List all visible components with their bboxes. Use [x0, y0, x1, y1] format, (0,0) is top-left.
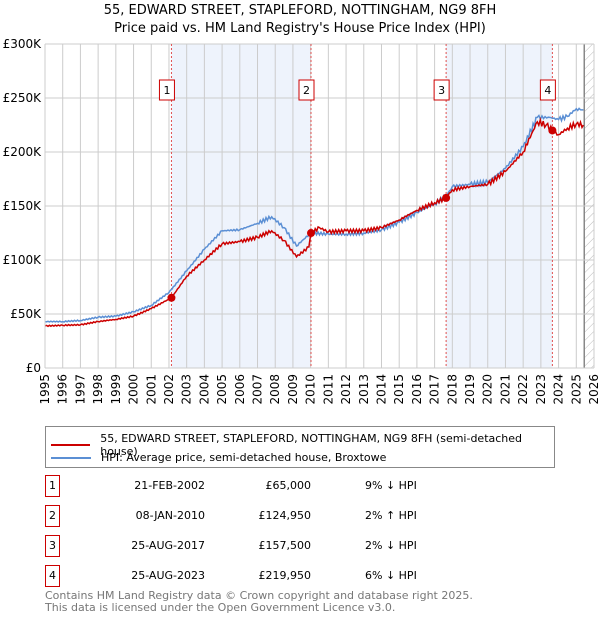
- legend-item-property: 55, EDWARD STREET, STAPLEFORD, NOTTINGHA…: [46, 432, 554, 458]
- x-tick-label: 2002: [162, 374, 176, 405]
- transaction-number: 4: [45, 565, 60, 587]
- sale-label: 1: [163, 84, 170, 97]
- x-tick-label: 2015: [392, 374, 406, 405]
- legend-label: HPI: Average price, semi-detached house,…: [101, 451, 387, 464]
- legend-swatch-blue: [51, 456, 91, 459]
- legend-label: 55, EDWARD STREET, STAPLEFORD, NOTTINGHA…: [100, 432, 523, 458]
- x-tick-label: 2025: [569, 374, 583, 405]
- x-tick-label: 2008: [268, 374, 282, 405]
- sale-label-box: [298, 79, 315, 101]
- x-tick-label: 1999: [109, 374, 123, 405]
- x-tick-label: 2011: [321, 374, 335, 405]
- x-tick-label: 2023: [534, 374, 548, 405]
- x-tick-label: 2022: [516, 374, 530, 405]
- x-tick-label: 1998: [91, 374, 105, 405]
- x-tick-label: 2012: [339, 374, 353, 405]
- sale-point: [306, 229, 315, 238]
- transaction-number: 1: [45, 475, 60, 497]
- transaction-price: £124,950: [258, 509, 312, 522]
- legend-item-hpi: HPI: Average price, semi-detached house,…: [46, 451, 386, 464]
- transaction-date: 25-AUG-2023: [131, 569, 205, 582]
- transaction-price: £65,000: [265, 479, 312, 492]
- y-tick-label: £200K: [3, 145, 43, 159]
- transaction-date: 21-FEB-2002: [134, 479, 205, 492]
- sale-label: 2: [303, 84, 310, 97]
- footer-copyright: Contains HM Land Registry data © Crown c…: [45, 589, 473, 602]
- transaction-date: 25-AUG-2017: [131, 539, 205, 552]
- x-tick-label: 2010: [304, 374, 318, 405]
- transaction-hpi: 2% ↓ HPI: [365, 539, 417, 552]
- sale-label: 4: [544, 84, 551, 97]
- x-tick-label: 2019: [463, 374, 477, 405]
- x-tick-label: 2020: [481, 374, 495, 405]
- transaction-date: 08-JAN-2010: [135, 509, 205, 522]
- chart-title: 55, EDWARD STREET, STAPLEFORD, NOTTINGHA…: [103, 3, 497, 18]
- transaction-hpi: 2% ↑ HPI: [365, 509, 417, 522]
- chart-subtitle: Price paid vs. HM Land Registry's House …: [114, 21, 486, 36]
- y-tick-label: £100K: [3, 253, 43, 267]
- x-tick-label: 2013: [357, 374, 371, 405]
- x-tick-label: 1995: [38, 374, 52, 405]
- x-tick-label: 2005: [215, 374, 229, 405]
- x-tick-label: 1997: [73, 374, 87, 405]
- x-tick-label: 2018: [445, 374, 459, 405]
- x-tick-label: 2007: [251, 374, 265, 405]
- x-tick-label: 2001: [144, 374, 158, 405]
- y-tick-label: £50K: [10, 307, 42, 321]
- y-tick-label: £300K: [3, 37, 43, 51]
- sale-point: [167, 293, 176, 302]
- y-tick-label: £150K: [3, 199, 43, 213]
- transaction-row: 2 08-JAN-2010 £124,950 2% ↑ HPI: [45, 505, 545, 527]
- transaction-row: 4 25-AUG-2023 £219,950 6% ↓ HPI: [45, 565, 545, 587]
- legend: 55, EDWARD STREET, STAPLEFORD, NOTTINGHA…: [45, 426, 555, 468]
- x-tick-label: 2006: [233, 374, 247, 405]
- transaction-hpi: 6% ↓ HPI: [365, 569, 417, 582]
- x-tick-label: 2000: [127, 374, 141, 405]
- transaction-row: 3 25-AUG-2017 £157,500 2% ↓ HPI: [45, 535, 545, 557]
- x-tick-label: 2003: [180, 374, 194, 405]
- sale-label: 3: [438, 84, 445, 97]
- transaction-number: 3: [45, 535, 60, 557]
- sale-point: [442, 193, 451, 202]
- x-tick-label: 2024: [552, 374, 566, 405]
- chart-plot: 1995 1996 1997 1998 1999 2000 2001 2002 2003 2004…: [3, 37, 600, 405]
- legend-swatch-red: [51, 444, 91, 446]
- x-tick-label: 2016: [410, 374, 424, 405]
- transaction-hpi: 9% ↓ HPI: [365, 479, 417, 492]
- x-tick-label: 2021: [498, 374, 512, 405]
- y-tick-label: £250K: [3, 91, 43, 105]
- sale-label-box: [158, 79, 175, 101]
- transaction-number: 2: [45, 505, 60, 527]
- x-tick-label: 2014: [374, 374, 388, 405]
- footer-licence: This data is licensed under the Open Gov…: [45, 601, 396, 614]
- sale-label-box: [433, 79, 450, 101]
- x-tick-label: 2017: [428, 374, 442, 405]
- sale-label-box: [539, 79, 556, 101]
- x-tick-label: 1996: [56, 374, 70, 405]
- transaction-price: £157,500: [258, 539, 312, 552]
- sale-point: [548, 126, 557, 135]
- transaction-row: 1 21-FEB-2002 £65,000 9% ↓ HPI: [45, 475, 545, 497]
- y-tick-label: £0: [26, 361, 41, 375]
- property-price-line: [44, 116, 585, 328]
- x-tick-label: 2004: [197, 374, 211, 405]
- transaction-price: £219,950: [258, 569, 312, 582]
- x-tick-label: 2026: [587, 374, 600, 405]
- x-tick-label: 2009: [286, 374, 300, 405]
- footer: Contains HM Land Registry data © Crown c…: [45, 590, 473, 614]
